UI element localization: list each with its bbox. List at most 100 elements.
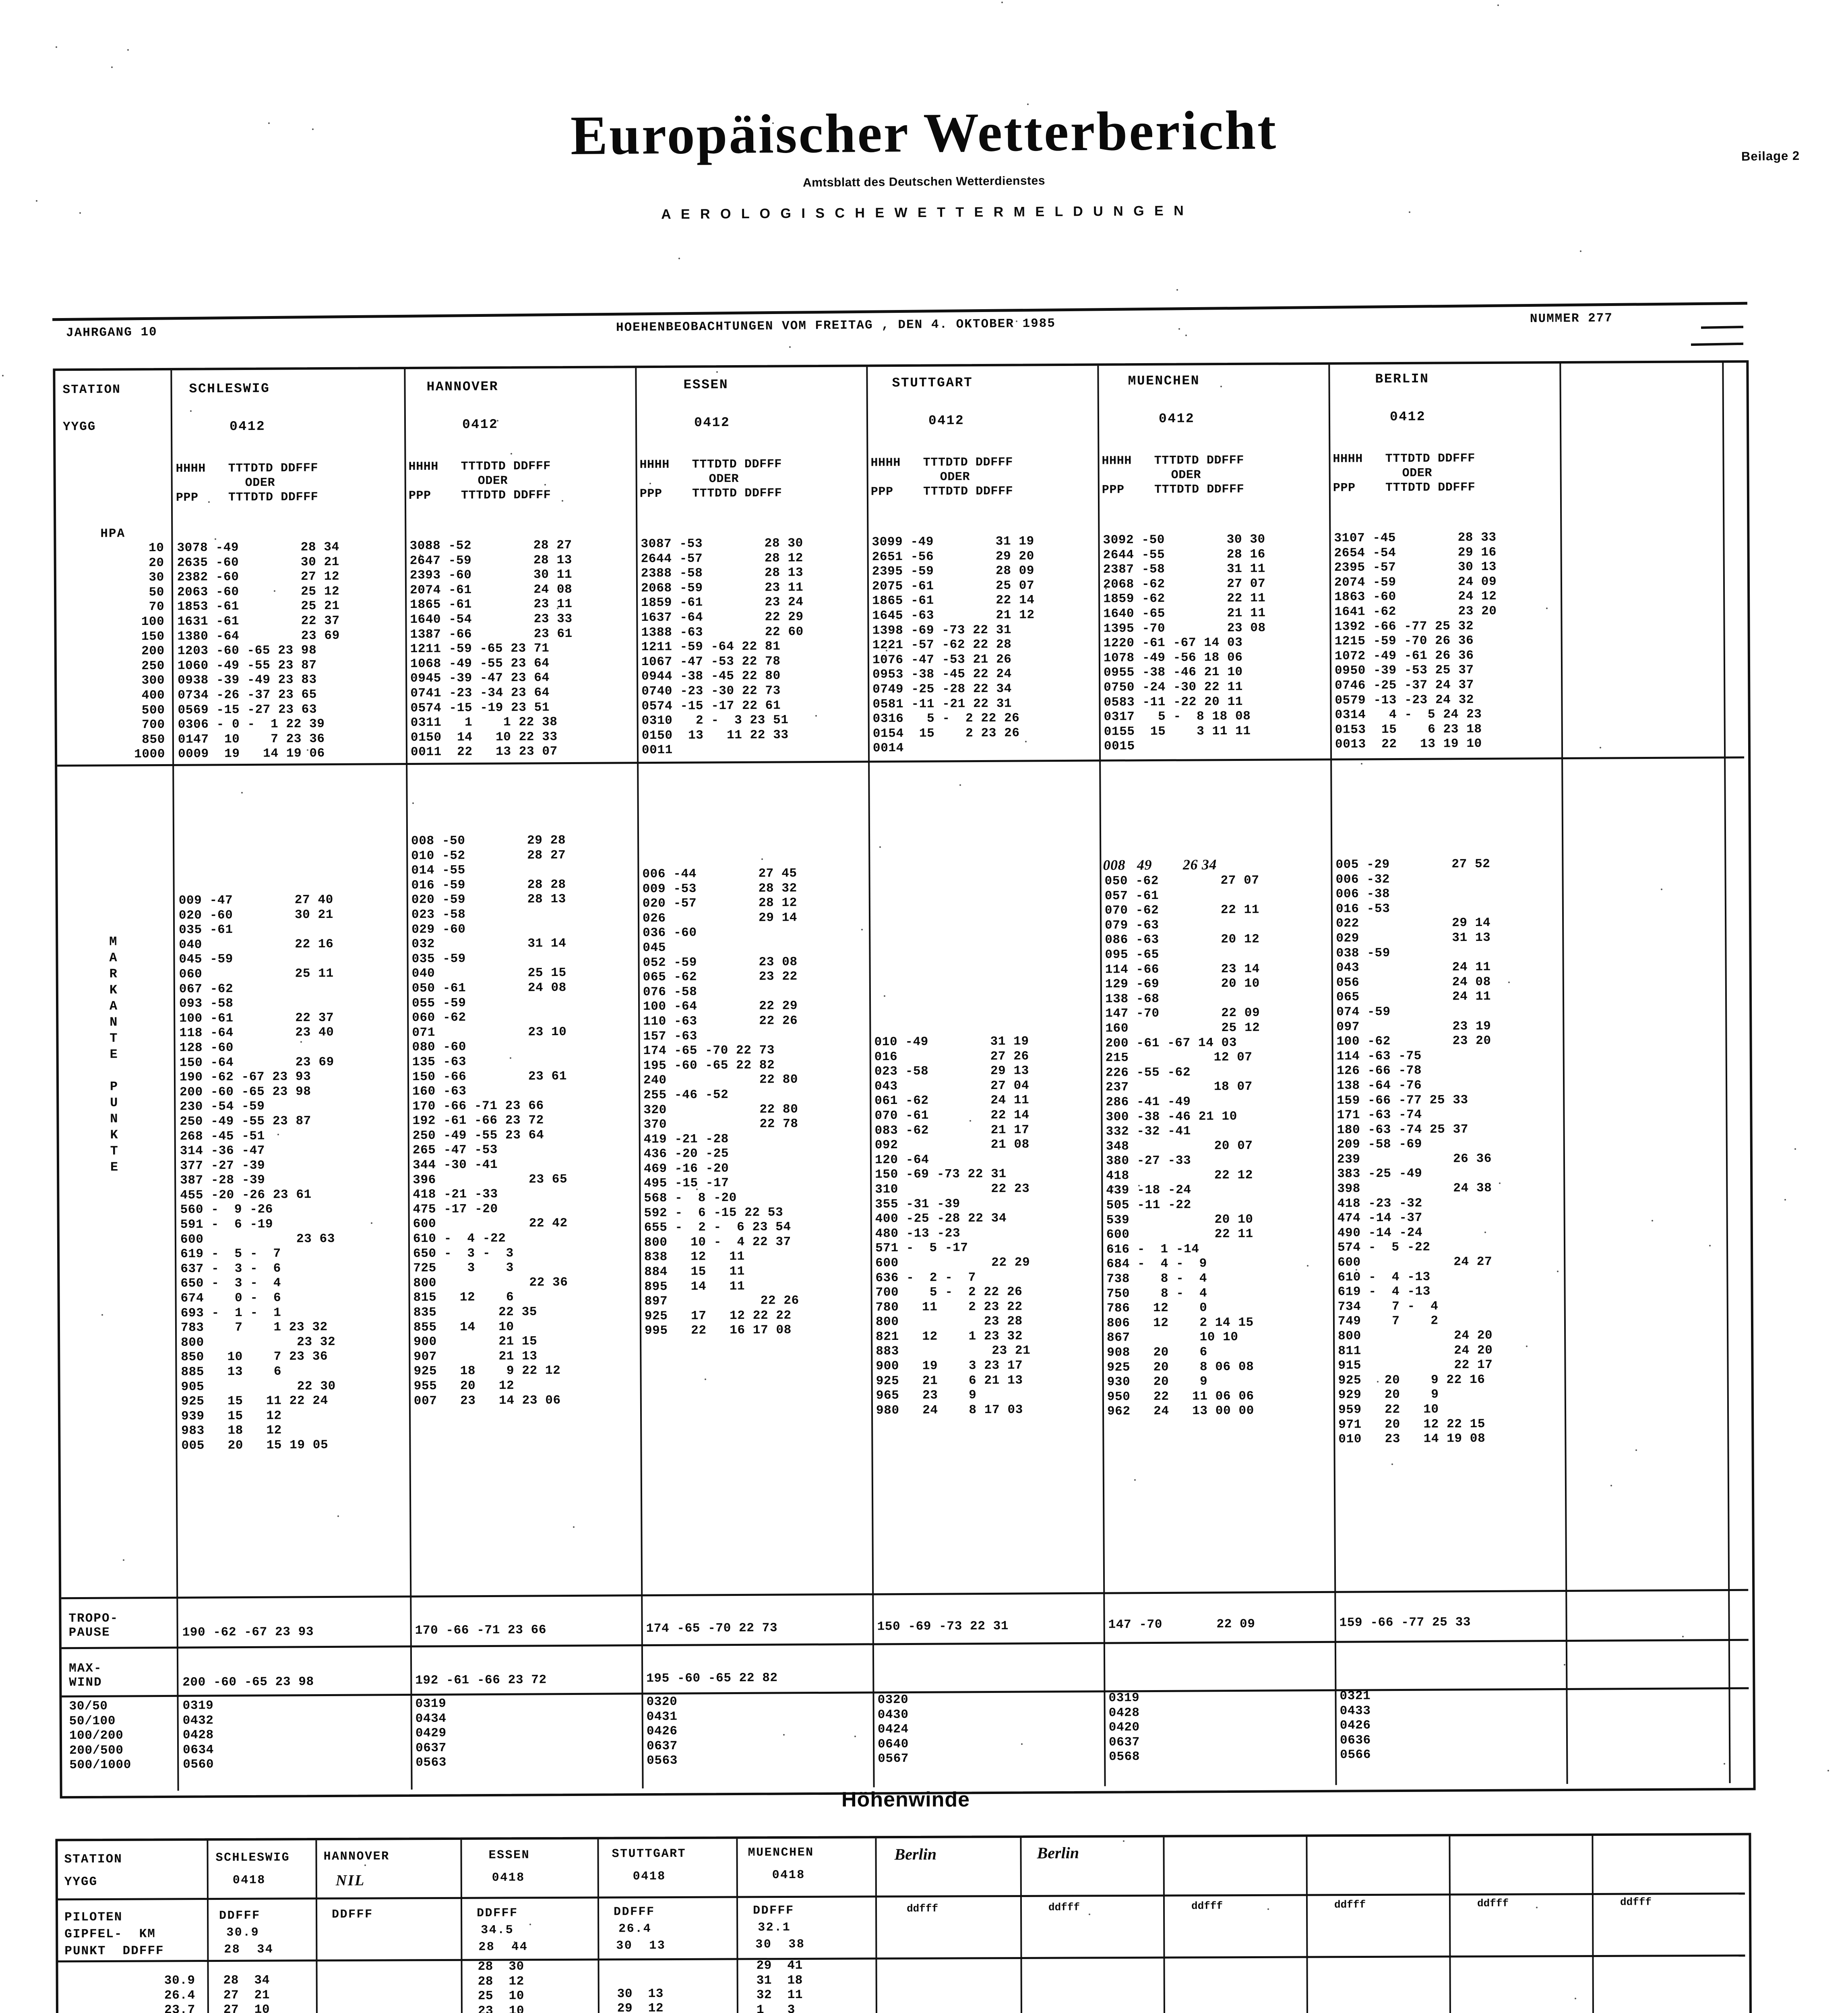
colhead-schleswig-oder: ODER	[245, 476, 275, 490]
layers-berlin: 0321 0433 0426 0636 0566	[1339, 1689, 1371, 1763]
scan-speck	[884, 995, 885, 997]
hw-ddfff-small-1: ddfff	[906, 1902, 938, 1915]
scan-speck	[215, 538, 216, 540]
scan-speck	[1784, 1199, 1786, 1201]
tropopause-label: TROPO- PAUSE	[68, 1611, 119, 1640]
scan-speck	[420, 554, 421, 556]
station-name-essen: ESSEN	[683, 377, 729, 393]
scan-speck	[123, 1559, 124, 1561]
colhead-muenchen-oder: ODER	[1171, 468, 1201, 482]
hoehenwinde-title: Höhenwinde	[841, 1788, 970, 1811]
masthead: Europäischer Wetterbericht Amtsblatt des…	[0, 99, 1848, 222]
hw-gipfel-muenchen: 32.1	[758, 1920, 791, 1935]
scan-speck	[705, 1379, 706, 1380]
scan-speck	[1185, 335, 1187, 336]
scan-speck	[1635, 1449, 1637, 1451]
scan-speck	[1001, 2, 1003, 3]
scan-speck	[268, 122, 270, 124]
colhead-stuttgart-1: HHHH TTTDTD DDFFF	[870, 455, 1013, 470]
scan-speck	[1508, 982, 1510, 983]
layer-label-list: 30/50 50/100 100/200 200/500 500/1000	[69, 1699, 132, 1773]
tropopause-hannover: 170 -66 -71 23 66	[415, 1623, 547, 1638]
station-yygg-schleswig: 0412	[229, 419, 266, 434]
markante-punkte-berlin: 005 -29 27 52 006 -32 006 -38 016 -53 02…	[1335, 857, 1493, 1447]
hw-ddfff-small-4: ddfff	[1334, 1898, 1366, 1911]
scan-speck	[307, 749, 308, 751]
hw-gipfel-essen: 34.5	[481, 1923, 514, 1937]
vrule-7	[1722, 363, 1731, 1784]
layers-hannover: 0319 0434 0429 0637 0563	[415, 1697, 447, 1770]
colhead-muenchen-2: PPP TTTDTD DDFFF	[1102, 482, 1244, 497]
hw-yygg-essen: 0418	[492, 1871, 525, 1885]
scan-speck	[659, 946, 661, 948]
masthead-subtitle: Amtsblatt des Deutschen Wetterdienstes	[802, 174, 1046, 190]
scan-speck	[1580, 250, 1581, 252]
layers-schleswig: 0319 0432 0428 0634 0560	[182, 1699, 214, 1772]
scan-speck	[544, 484, 546, 486]
beilage-label: Beilage 2	[1741, 148, 1800, 164]
scan-speck	[300, 1041, 302, 1043]
scan-speck	[1536, 1907, 1538, 1908]
scan-speck	[529, 1924, 531, 1925]
banner-dash-2	[1691, 342, 1744, 346]
hw-yygg-hannover: NIL	[335, 1872, 365, 1889]
hw-punkt-label: PUNKT DDFFF	[64, 1944, 164, 1959]
scan-speck	[277, 1134, 279, 1135]
hw-vrule-0	[207, 1841, 211, 2013]
colhead-berlin-2: PPP TTTDTD DDFFF	[1333, 481, 1476, 495]
layers-stuttgart: 0320 0430 0424 0640 0567	[877, 1693, 909, 1766]
vrule-6	[1559, 364, 1568, 1784]
scan-speck	[1361, 763, 1362, 765]
hw-handwritten-berlin-1: Berlin	[894, 1845, 937, 1864]
scan-speck	[364, 1864, 366, 1866]
colhead-essen-1: HHHH TTTDTD DDFFF	[639, 457, 782, 472]
scan-speck	[1220, 386, 1222, 387]
hw-vrule-4	[736, 1839, 740, 2013]
hw-handwritten-berlin-2: Berlin	[1037, 1844, 1079, 1862]
scan-speck	[1027, 103, 1029, 105]
scan-speck	[1564, 1664, 1565, 1666]
scan-speck	[1377, 1381, 1379, 1383]
hw-vrule-3	[597, 1839, 601, 2013]
hoehenwinde-frame: STATION YYGG SCHLESWIG 0418 HANNOVER NIL…	[55, 1833, 1753, 2013]
scan-speck	[783, 1734, 785, 1736]
tropopause-berlin: 159 -66 -77 25 33	[1339, 1615, 1471, 1630]
colhead-berlin-oder: ODER	[1402, 466, 1433, 480]
hw-piloten-label: PILOTEN	[64, 1910, 123, 1925]
scan-speck	[1089, 1914, 1090, 1915]
banner-date: HOEHENBEOBACHTUNGEN VOM FREITAG , DEN 4.…	[616, 316, 1056, 335]
scan-speck	[1499, 1182, 1501, 1184]
colhead-schleswig-1: HHHH TTTDTD DDFFF	[176, 461, 318, 476]
station-name-muenchen: MUENCHEN	[1128, 373, 1200, 389]
scan-speck	[1105, 588, 1107, 589]
hw-ddfff-small-2: ddfff	[1048, 1901, 1080, 1914]
hw-vrule-5	[875, 1838, 879, 2013]
hw-yygg-label: YYGG	[64, 1875, 98, 1889]
scan-speck	[1557, 1271, 1559, 1272]
scan-speck	[1600, 747, 1601, 748]
markante-punkte-label: MARKANTE PUNKTE	[105, 934, 122, 1176]
scan-speck	[1484, 1232, 1486, 1233]
hw-vrule-9	[1449, 1836, 1453, 2013]
colhead-stuttgart-oder: ODER	[940, 470, 970, 484]
scan-speck	[371, 1222, 372, 1224]
scan-speck	[562, 500, 563, 502]
hw-ddfff-small-6: ddfff	[1620, 1896, 1652, 1908]
maxwind-hannover: 192 -61 -66 23 72	[415, 1673, 547, 1688]
scan-speck	[312, 128, 314, 130]
hw-yygg-stuttgart: 0418	[633, 1870, 666, 1884]
scan-speck	[412, 802, 414, 804]
colhead-hannover-oder: ODER	[478, 474, 508, 488]
colhead-muenchen-1: HHHH TTTDTD DDFFF	[1102, 453, 1244, 468]
station-name-berlin: BERLIN	[1375, 371, 1429, 387]
std-levels-stuttgart: 3099 -49 31 19 2651 -56 29 20 2395 -59 2…	[872, 534, 1035, 756]
scan-speck	[1682, 1636, 1684, 1637]
std-levels-muenchen: 3092 -50 30 30 2644 -55 28 16 2387 -58 3…	[1103, 532, 1266, 754]
hw-vrule-10	[1592, 1836, 1596, 2013]
handwritten-muenchen-entry: 008 49 26 34	[1103, 856, 1217, 873]
hw-yygg-muenchen: 0418	[772, 1868, 805, 1883]
scan-speck	[127, 49, 129, 51]
scan-speck	[1610, 1485, 1612, 1486]
scan-speck	[1709, 1245, 1711, 1246]
